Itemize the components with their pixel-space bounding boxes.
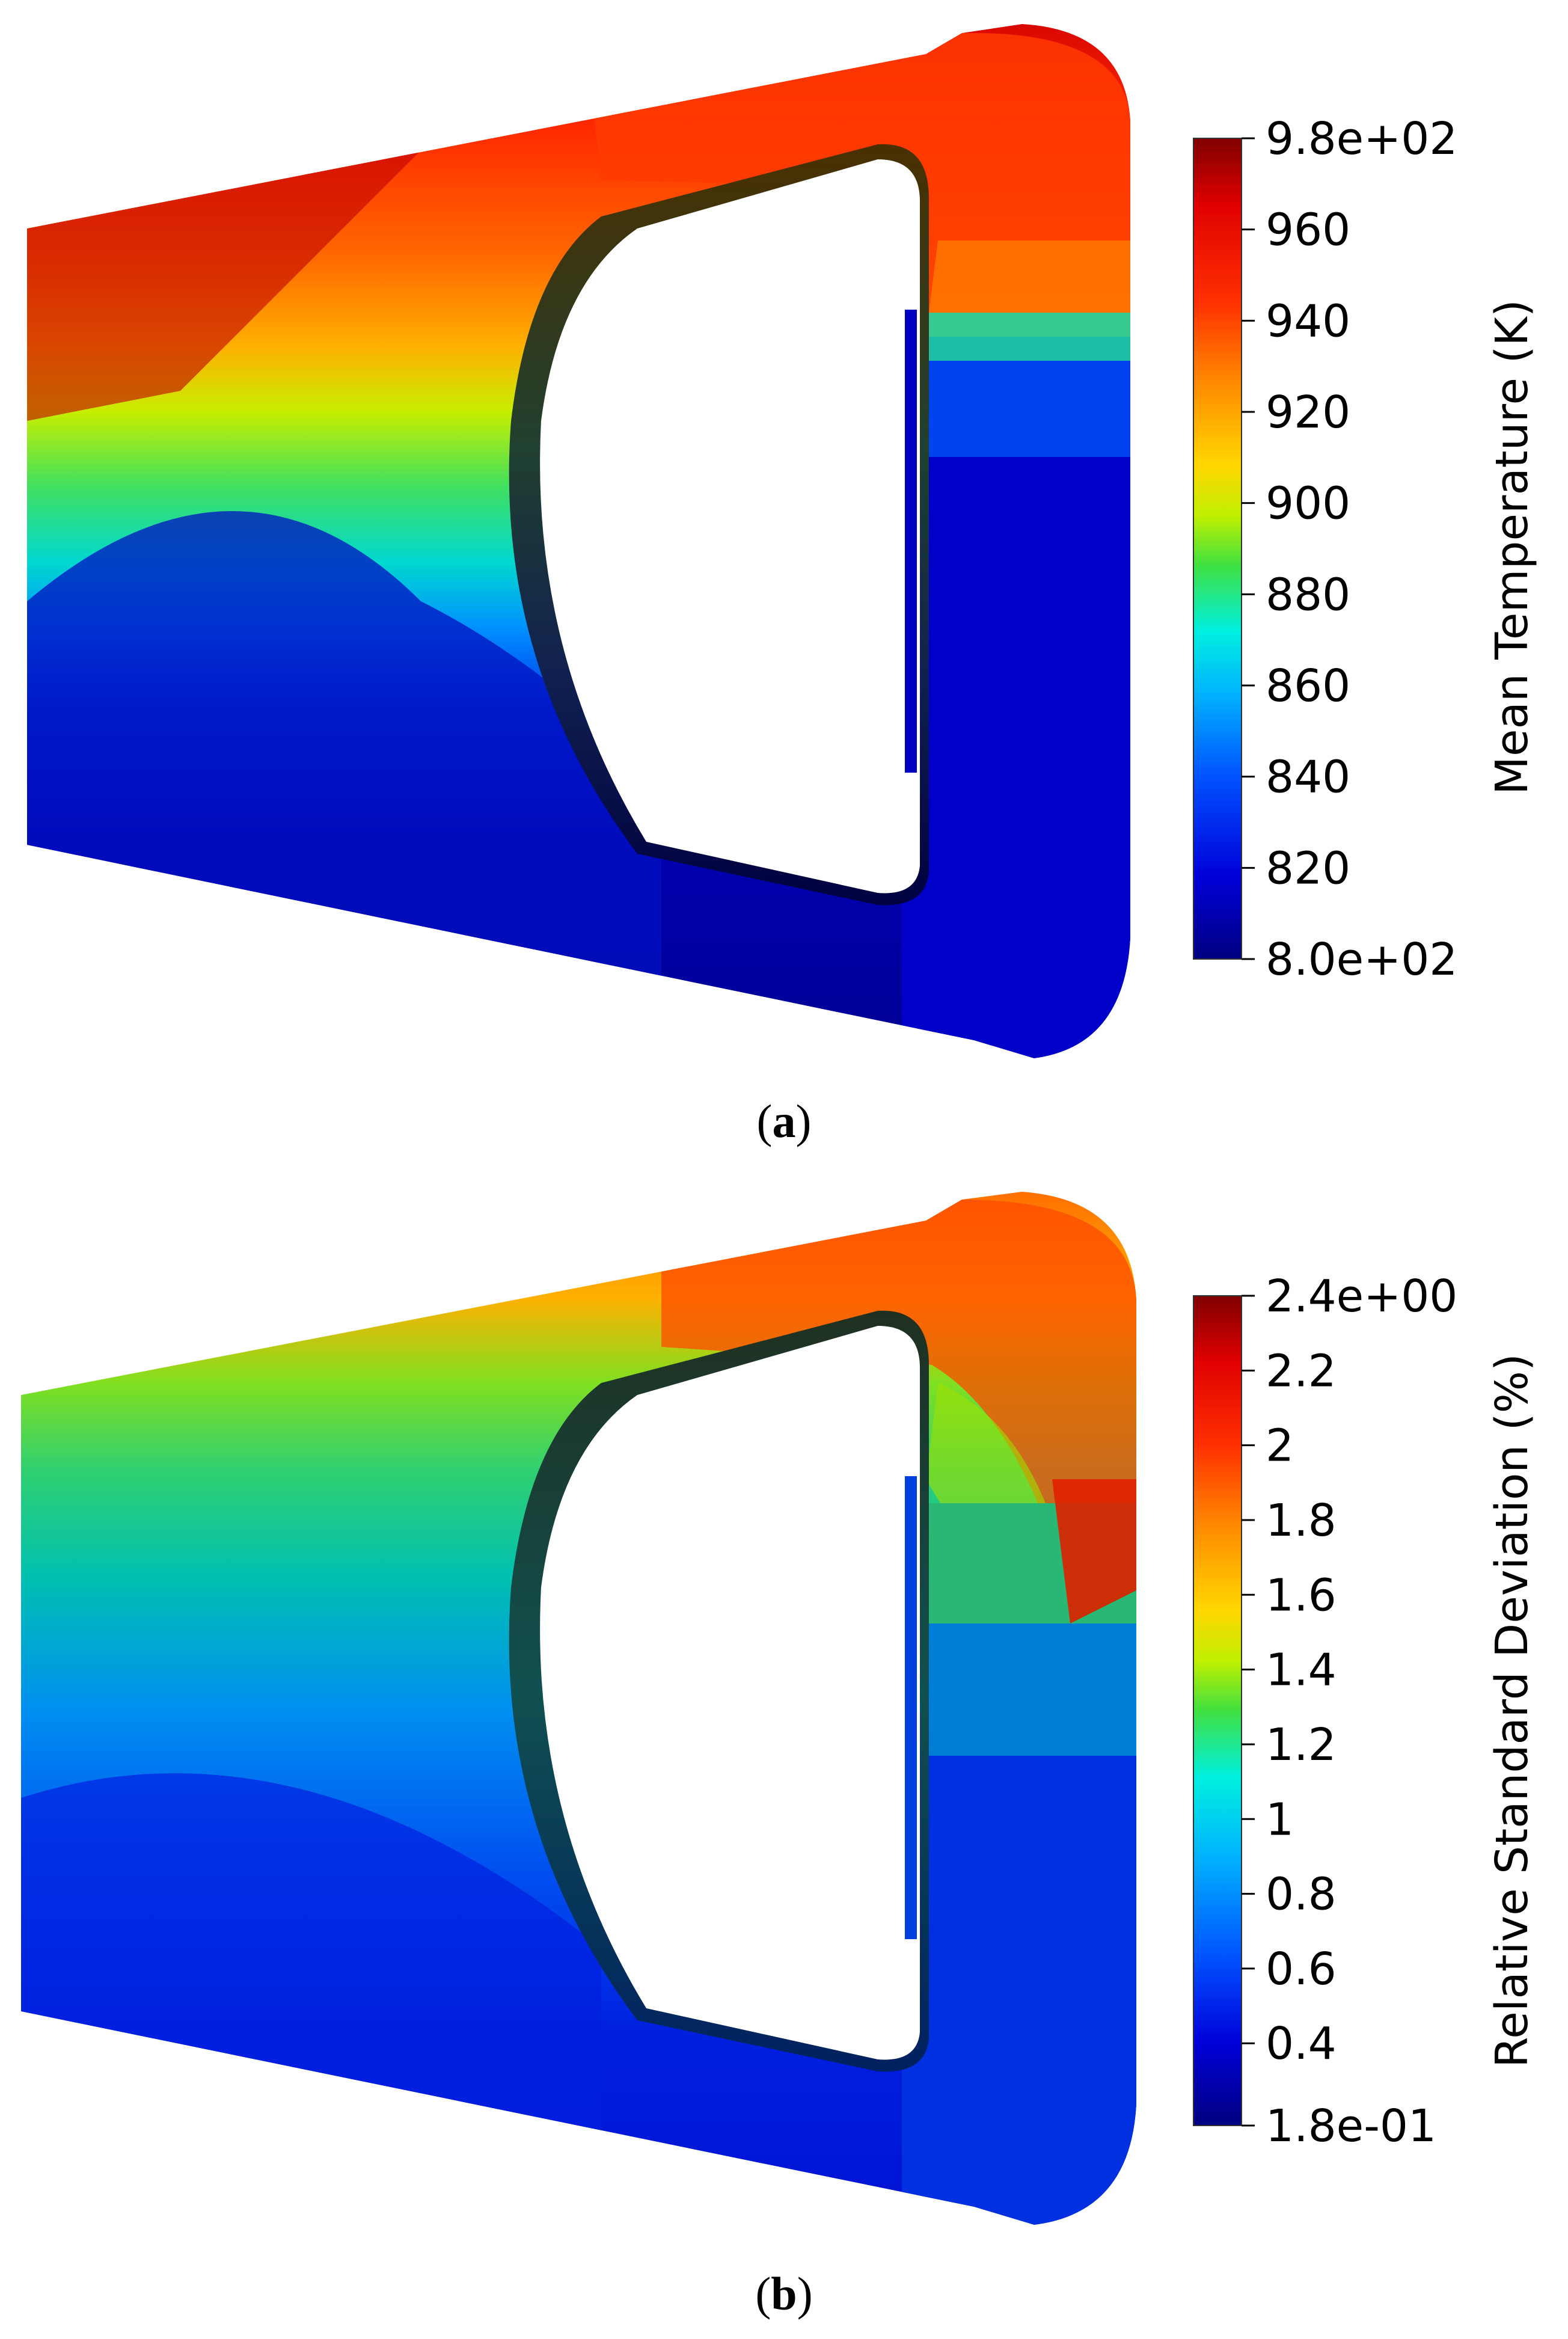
hole-b	[540, 1326, 920, 2060]
colorbar-tick-label: 900	[1266, 478, 1350, 530]
panel-b: 2.4e+00 2.2 2 1.8 1.6 1.4 1.2 1 0.8 0.6 0.4 1.8e-01…	[0, 1166, 1568, 2339]
colorbar-tick-label: 8.0e+02	[1266, 934, 1457, 986]
colorbar-tick-label: 920	[1266, 387, 1350, 438]
colorbar-ticks-b: 2.4e+00 2.2 2 1.8 1.6 1.4 1.2 1 0.8 0.6 0.4 1.8e-01	[1242, 1271, 1457, 2152]
colorbar-tick-label: 1.8	[1266, 1495, 1337, 1547]
colorbar-tick-label: 0.4	[1266, 2018, 1337, 2070]
colorbar-tick-label: 1.6	[1266, 1569, 1337, 1621]
colorbar-tick-label: 880	[1266, 569, 1350, 621]
colorbar-b	[1193, 1295, 1242, 2126]
colorbar-tick-label: 840	[1266, 752, 1350, 803]
colorbar-tick-label: 2.4e+00	[1266, 1271, 1457, 1322]
colorbar-tick-label: 1.2	[1266, 1719, 1337, 1771]
colorbar-tick-label: 820	[1266, 842, 1350, 894]
colorbar-tick-label: 2.2	[1266, 1345, 1337, 1397]
panel-a: 9.8e+02 960 940 920 900 880 860 840 820 8.0e+02 M…	[0, 0, 1568, 1166]
caption-b: (b)	[755, 2267, 813, 2320]
colorbar-tick-label: 860	[1266, 660, 1350, 712]
colorbar-title-b: Relative Standard Deviation (%)	[1486, 1353, 1538, 2068]
colorbar-tick-label: 0.6	[1266, 1943, 1337, 1995]
colorbar-tick-label: 960	[1266, 204, 1350, 256]
colorbar-tick-label: 0.8	[1266, 1869, 1337, 1921]
colorbar-tick-label: 1.4	[1266, 1645, 1337, 1696]
mean-temperature-contour-plot: 9.8e+02 960 940 920 900 880 860 840 820 8.0e+02 M…	[27, 24, 1538, 1058]
colorbar-tick-label: 1.8e-01	[1266, 2100, 1436, 2152]
colorbar-title-a: Mean Temperature (K)	[1486, 299, 1538, 795]
relative-std-deviation-contour-plot: 2.4e+00 2.2 2 1.8 1.6 1.4 1.2 1 0.8 0.6 0.4 1.8e-01…	[21, 1192, 1538, 2225]
step-b	[905, 1476, 917, 1939]
colorbar-a	[1193, 138, 1242, 960]
colorbar-tick-label: 2	[1266, 1420, 1294, 1472]
caption-a: (a)	[756, 1095, 812, 1147]
colorbar-tick-label: 1	[1266, 1794, 1294, 1845]
colorbar-tick-label: 940	[1266, 295, 1350, 347]
colorbar-tick-label: 9.8e+02	[1266, 113, 1457, 165]
colorbar-ticks-a: 9.8e+02 960 940 920 900 880 860 840 820 8.0e+02	[1242, 113, 1457, 986]
step-a	[905, 310, 917, 773]
hole-a	[540, 159, 920, 894]
